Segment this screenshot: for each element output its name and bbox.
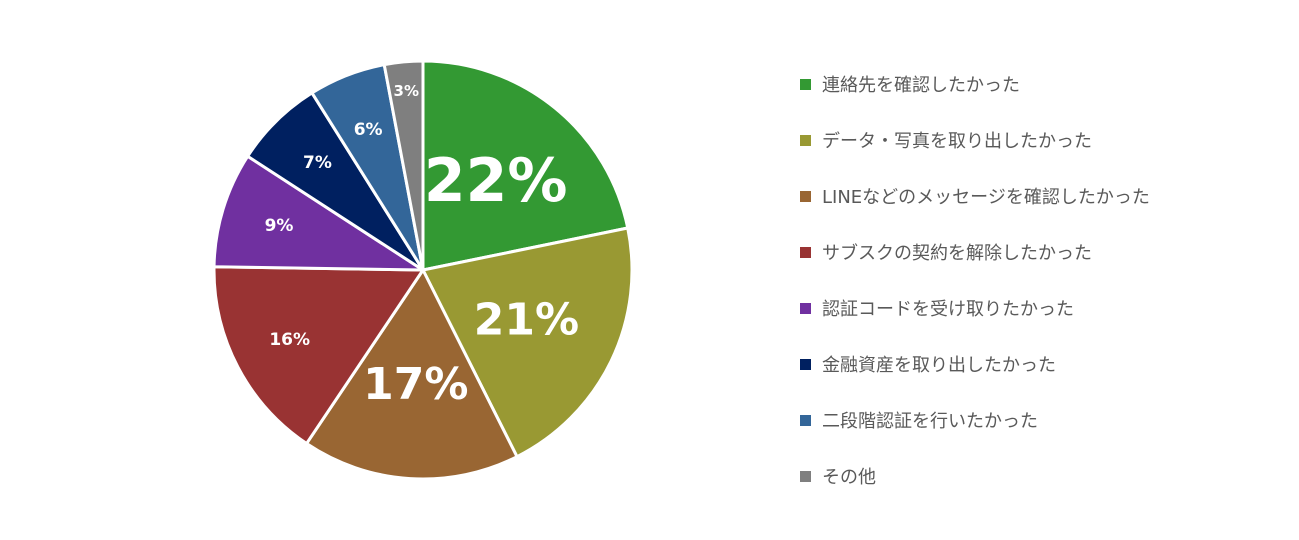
pie-value-label-6: 7%: [303, 153, 332, 173]
pie-value-labels: 22% 21%17% 16% 9% 7% 6% 3%: [265, 82, 580, 410]
pie-slice-4: [212, 265, 425, 446]
legend-item: 二段階認証を行いたかった: [800, 392, 1150, 448]
legend-item: データ・写真を取り出したかった: [800, 112, 1150, 168]
legend-swatch: [800, 134, 811, 146]
pie-chart: 22% 21%17% 16% 9% 7% 6% 3%: [212, 59, 634, 481]
pie-value-label-3: 17%: [363, 359, 468, 410]
legend-label: 認証コードを受け取りたかった: [822, 299, 1074, 320]
pie-value-label-1: 22%: [424, 146, 568, 216]
pie-value-label-7: 6%: [354, 120, 383, 140]
legend-swatch: [800, 78, 811, 90]
pie-value-label-8: 3%: [394, 82, 419, 100]
pie-slice-3: [305, 268, 519, 481]
legend-item: その他: [800, 448, 1150, 504]
legend-swatch: [800, 470, 811, 482]
legend-swatch: [800, 246, 811, 258]
pie-slice-2: [421, 226, 634, 459]
legend-label: LINEなどのメッセージを確認したかった: [822, 187, 1150, 208]
pie-value-label-2: 21%: [474, 295, 579, 346]
legend-label: 二段階認証を行いたかった: [822, 411, 1038, 432]
pie-value-label-4: 16%: [269, 330, 310, 350]
legend: 連絡先を確認したかったデータ・写真を取り出したかった LINEなどのメッセージを確…: [800, 56, 1150, 504]
legend-item: 金融資産を取り出したかった: [800, 336, 1150, 392]
pie-slice-8: [382, 59, 425, 272]
legend-swatch: [800, 190, 811, 202]
pie-slice-5: [212, 154, 425, 272]
legend-item: LINEなどのメッセージを確認したかった: [800, 168, 1150, 224]
legend-swatch: [800, 302, 811, 314]
legend-swatch: [800, 414, 811, 426]
pie-slices: [212, 59, 634, 481]
legend-swatch: [800, 358, 811, 370]
legend-item: 認証コードを受け取りたかった: [800, 280, 1150, 336]
legend-label: データ・写真を取り出したかった: [822, 131, 1092, 152]
legend-label: その他: [822, 467, 876, 488]
legend-label: サブスクの契約を解除したかった: [822, 243, 1092, 264]
pie-slice-1: [421, 59, 630, 272]
legend-item: 連絡先を確認したかった: [800, 56, 1150, 112]
legend-label: 連絡先を確認したかった: [822, 75, 1020, 96]
pie-value-label-5: 9%: [265, 216, 294, 236]
legend-label: 金融資産を取り出したかった: [822, 355, 1056, 376]
legend-item: サブスクの契約を解除したかった: [800, 224, 1150, 280]
